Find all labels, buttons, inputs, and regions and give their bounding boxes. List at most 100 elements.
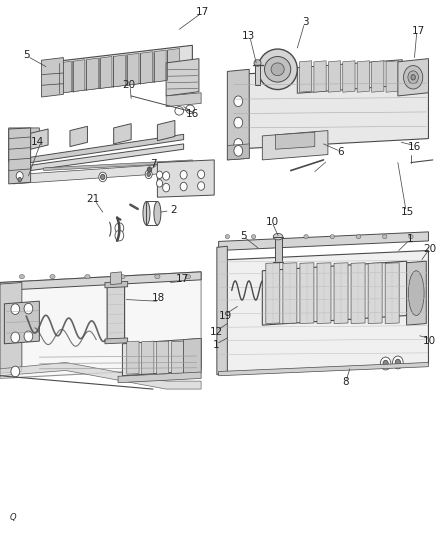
Text: Q: Q — [10, 513, 16, 522]
Text: 15: 15 — [401, 207, 414, 216]
Polygon shape — [219, 251, 428, 373]
Text: 10: 10 — [423, 336, 436, 345]
Ellipse shape — [234, 139, 243, 149]
Polygon shape — [156, 341, 169, 374]
Ellipse shape — [234, 146, 243, 156]
Polygon shape — [343, 61, 355, 92]
Polygon shape — [118, 372, 201, 383]
Polygon shape — [73, 60, 85, 92]
Text: 20: 20 — [122, 80, 135, 90]
Polygon shape — [276, 132, 315, 149]
Polygon shape — [4, 301, 39, 344]
Polygon shape — [371, 61, 384, 92]
Polygon shape — [127, 341, 139, 374]
Text: 17: 17 — [412, 26, 425, 36]
Text: 13: 13 — [242, 31, 255, 41]
Ellipse shape — [403, 66, 423, 89]
Polygon shape — [0, 272, 201, 290]
Ellipse shape — [392, 356, 403, 369]
Polygon shape — [86, 58, 99, 90]
Polygon shape — [186, 341, 198, 374]
Ellipse shape — [185, 274, 191, 279]
Text: 6: 6 — [337, 148, 343, 157]
Polygon shape — [57, 45, 192, 93]
Text: 5: 5 — [23, 51, 29, 60]
Text: 1: 1 — [213, 341, 220, 350]
Polygon shape — [166, 93, 201, 107]
Polygon shape — [217, 246, 227, 375]
Polygon shape — [219, 232, 428, 251]
Polygon shape — [167, 49, 180, 80]
Text: 17: 17 — [195, 7, 208, 17]
Polygon shape — [157, 120, 175, 141]
Ellipse shape — [24, 331, 33, 342]
Ellipse shape — [162, 172, 170, 180]
Polygon shape — [42, 58, 64, 97]
Polygon shape — [262, 131, 328, 160]
Text: 1: 1 — [406, 234, 413, 244]
Polygon shape — [141, 341, 154, 374]
Ellipse shape — [16, 172, 23, 180]
Polygon shape — [113, 55, 125, 87]
Text: 16: 16 — [408, 142, 421, 152]
Ellipse shape — [11, 304, 20, 314]
Polygon shape — [9, 128, 39, 163]
Polygon shape — [166, 59, 199, 96]
Ellipse shape — [382, 235, 387, 239]
Polygon shape — [334, 263, 348, 324]
Ellipse shape — [234, 117, 243, 128]
Ellipse shape — [395, 359, 400, 366]
Ellipse shape — [234, 96, 243, 107]
Polygon shape — [386, 61, 398, 92]
Ellipse shape — [265, 56, 291, 82]
Bar — [255, 64, 260, 85]
Polygon shape — [31, 134, 184, 163]
Ellipse shape — [155, 274, 160, 279]
Polygon shape — [357, 61, 369, 92]
Ellipse shape — [198, 182, 205, 190]
Text: 12: 12 — [210, 327, 223, 337]
Ellipse shape — [409, 235, 413, 239]
Polygon shape — [0, 282, 22, 373]
Ellipse shape — [11, 332, 20, 343]
Ellipse shape — [254, 60, 261, 66]
Ellipse shape — [50, 274, 55, 279]
Polygon shape — [317, 263, 331, 324]
Polygon shape — [140, 52, 152, 84]
Ellipse shape — [225, 235, 230, 239]
Polygon shape — [107, 284, 124, 342]
Ellipse shape — [147, 172, 150, 176]
Polygon shape — [0, 272, 201, 378]
Polygon shape — [100, 56, 112, 88]
Ellipse shape — [408, 271, 424, 316]
Text: 8: 8 — [342, 377, 349, 387]
Ellipse shape — [120, 274, 125, 279]
Text: 14: 14 — [31, 137, 44, 147]
Polygon shape — [127, 53, 139, 85]
Polygon shape — [266, 263, 280, 324]
Polygon shape — [300, 263, 314, 324]
Polygon shape — [385, 263, 399, 324]
Ellipse shape — [115, 230, 124, 241]
Polygon shape — [297, 60, 402, 93]
Polygon shape — [328, 61, 341, 92]
Polygon shape — [59, 61, 71, 93]
Polygon shape — [227, 144, 249, 160]
Ellipse shape — [271, 63, 284, 76]
Text: 10: 10 — [265, 217, 279, 227]
Ellipse shape — [147, 167, 152, 172]
Ellipse shape — [175, 107, 184, 115]
Ellipse shape — [186, 105, 194, 114]
Ellipse shape — [99, 172, 107, 182]
Bar — [275, 237, 282, 262]
Ellipse shape — [24, 303, 33, 314]
Polygon shape — [154, 50, 166, 82]
Ellipse shape — [11, 366, 20, 377]
Ellipse shape — [380, 357, 391, 370]
Polygon shape — [105, 281, 127, 288]
Polygon shape — [368, 263, 382, 324]
Polygon shape — [122, 338, 201, 376]
Ellipse shape — [85, 274, 90, 279]
Polygon shape — [283, 263, 297, 324]
Polygon shape — [351, 263, 365, 324]
